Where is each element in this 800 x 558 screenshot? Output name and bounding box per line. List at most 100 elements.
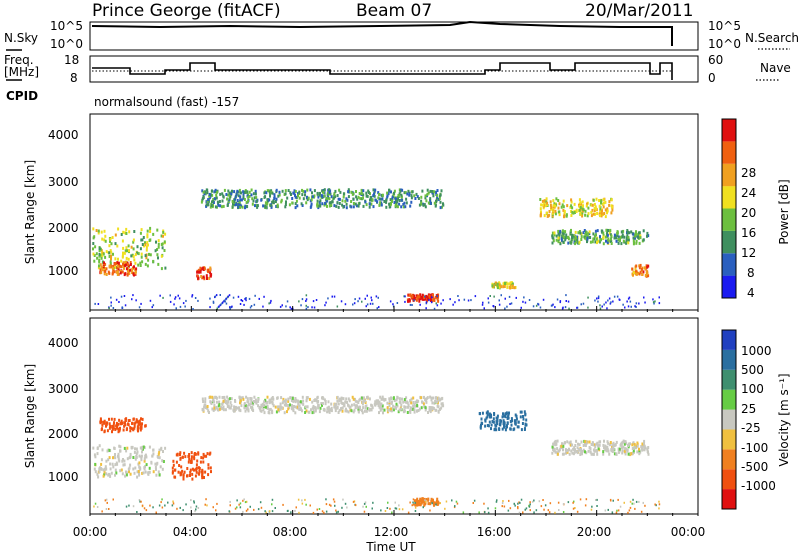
- power-echo-cell: [613, 236, 616, 240]
- velocity-echo-cell: [485, 416, 488, 420]
- power-echo-cell: [436, 189, 439, 192]
- power-echo-cell: [98, 249, 101, 252]
- velocity-echo-cell: [396, 404, 399, 408]
- power-echo-cell: [635, 239, 638, 243]
- power-echo-cell: [598, 240, 601, 244]
- velocity-echo-cell: [302, 402, 305, 406]
- velocity-echo-cell: [386, 401, 389, 405]
- noise-search-label: N.Search: [745, 31, 799, 45]
- power-echo-cell: [350, 200, 353, 203]
- power-echo-cell: [226, 197, 229, 201]
- power-echo-cell: [597, 239, 600, 243]
- velocity-noise-cell: [617, 509, 620, 512]
- velocity-echo-cell: [381, 395, 384, 399]
- power-echo-cell: [212, 197, 215, 201]
- power-noise-cell: [185, 299, 187, 302]
- power-echo-cell: [543, 199, 546, 203]
- power-noise-cell: [532, 305, 535, 308]
- velocity-echo-cell: [122, 458, 124, 461]
- power-echo-cell: [206, 277, 208, 280]
- power-echo-cell: [607, 237, 610, 241]
- power-echo-cell: [149, 253, 152, 257]
- velocity-echo-cell: [515, 417, 518, 421]
- power-echo-cell: [221, 199, 224, 203]
- velocity-echo-cell: [416, 399, 418, 403]
- power-echo-cell: [250, 193, 253, 197]
- velocity-echo-cell: [510, 417, 513, 421]
- velocity-echo-cell: [201, 474, 204, 478]
- velocity-echo-cell: [181, 469, 184, 473]
- velocity-echo-cell: [287, 399, 290, 403]
- power-echo-cell: [120, 233, 123, 236]
- velocity-echo-cell: [305, 396, 308, 400]
- power-echo-cell: [342, 195, 345, 199]
- power-echo-cell: [126, 249, 128, 253]
- velocity-echo-cell: [419, 503, 422, 507]
- velocity-echo-cell: [615, 452, 618, 456]
- velocity-echo-cell: [402, 400, 405, 404]
- velocity-echo-cell: [567, 447, 570, 451]
- velocity-echo-cell: [326, 406, 329, 410]
- power-echo-cell: [372, 205, 375, 209]
- power-noise-cell: [311, 306, 313, 309]
- power-echo-cell: [301, 193, 304, 197]
- power-echo-cell: [425, 199, 428, 203]
- velocity-echo-cell: [504, 415, 507, 419]
- power-echo-cell: [426, 192, 429, 196]
- velocity-echo-cell: [98, 444, 101, 448]
- power-noise-cell: [554, 306, 556, 309]
- velocity-echo-cell: [404, 400, 407, 404]
- velocity-echo-cell: [437, 501, 440, 505]
- power-echo-cell: [355, 204, 358, 208]
- power-echo-cell: [562, 199, 565, 203]
- velocity-echo-cell: [177, 470, 180, 474]
- velocity-noise-cell: [391, 511, 393, 514]
- velocity-echo-cell: [370, 407, 372, 411]
- velocity-echo-cell: [605, 449, 608, 453]
- power-noise-cell: [582, 302, 585, 305]
- power-noise-cell: [603, 303, 605, 306]
- power-echo-cell: [413, 194, 416, 198]
- power-echo-cell: [139, 231, 142, 235]
- velocity-echo-cell: [589, 447, 592, 451]
- power-echo-cell: [644, 274, 647, 277]
- power-echo-cell: [137, 263, 140, 267]
- power-echo-cell: [157, 262, 160, 266]
- velocity-ytick-1000: 1000: [48, 470, 79, 484]
- velocity-echo-cell: [137, 469, 140, 473]
- power-echo-cell: [613, 233, 616, 237]
- power-echo-cell: [311, 195, 314, 199]
- velocity-echo-cell: [240, 404, 243, 408]
- power-colorbar-segment: [722, 119, 736, 142]
- power-echo-cell: [414, 197, 417, 200]
- power-echo-cell: [411, 295, 414, 298]
- power-noise-cell: [305, 300, 307, 302]
- power-echo-cell: [199, 270, 202, 274]
- velocity-echo-cell: [119, 445, 122, 449]
- power-echo-cell: [355, 195, 358, 199]
- power-echo-cell: [400, 205, 403, 209]
- power-echo-cell: [273, 193, 276, 197]
- velocity-noise-cell: [484, 511, 486, 514]
- power-echo-cell: [430, 299, 432, 302]
- velocity-echo-cell: [571, 443, 574, 447]
- power-noise-cell: [454, 301, 456, 304]
- power-noise-cell: [580, 303, 582, 306]
- power-echo-cell: [273, 195, 276, 199]
- power-noise-cell: [151, 306, 153, 309]
- power-echo-cell: [564, 236, 567, 240]
- power-echo-cell: [329, 201, 332, 205]
- power-echo-cell: [140, 255, 143, 259]
- power-echo-cell: [329, 192, 332, 196]
- velocity-echo-cell: [243, 402, 246, 405]
- power-echo-cell: [563, 210, 566, 213]
- velocity-echo-cell: [516, 425, 519, 429]
- velocity-echo-cell: [111, 424, 114, 428]
- power-echo-cell: [280, 200, 283, 204]
- power-echo-cell: [575, 236, 577, 240]
- velocity-echo-cell: [638, 452, 641, 456]
- power-echo-layer: [89, 188, 699, 312]
- power-noise-cell: [430, 301, 433, 304]
- power-echo-cell: [383, 200, 386, 203]
- power-echo-cell: [632, 271, 635, 275]
